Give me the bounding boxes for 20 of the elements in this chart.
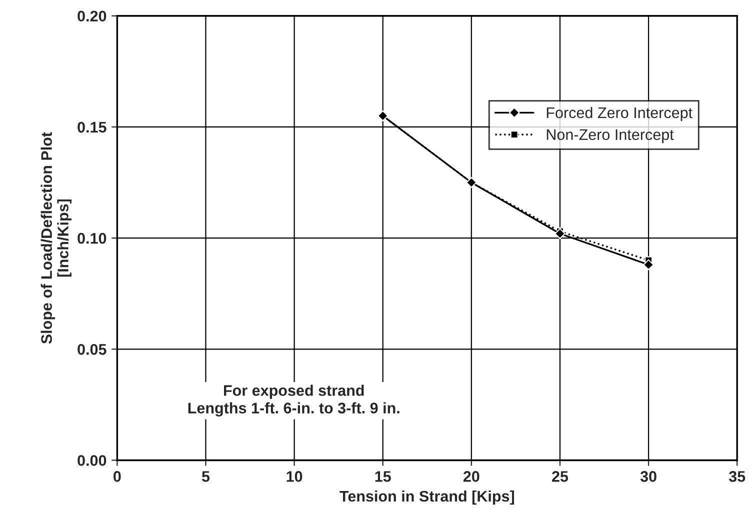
x-tick-label: 35	[728, 471, 746, 482]
legend-label: Forced Zero Intercept	[546, 106, 692, 122]
y-axis-title: Slope of Load/Deflection Plot [Inch/Kips]	[40, 132, 72, 344]
x-tick-label: 10	[286, 471, 302, 482]
annotation: For exposed strand Lengths 1-ft. 6-in. to 3-ft. 9 in.	[188, 384, 400, 417]
x-axis-title: Tension in Strand [Kips]	[340, 490, 514, 505]
x-tick-label: 20	[463, 471, 480, 482]
x-tick-label: 0	[114, 471, 121, 482]
x-tick-label: 15	[375, 471, 391, 482]
y-tick-label: 0.10	[78, 232, 106, 244]
x-tick-label: 25	[552, 471, 568, 482]
x-tick-label: 5	[202, 471, 210, 482]
x-tick-label: 30	[640, 471, 656, 482]
y-tick-label: 0.05	[78, 344, 106, 355]
point	[554, 228, 566, 240]
y-tick-label: 0.20	[78, 10, 106, 22]
point	[643, 259, 654, 270]
y-tick-label: 0.00	[78, 455, 106, 466]
y-tick-label: 0.15	[78, 122, 106, 133]
legend-label: Non-Zero Intercept	[546, 129, 674, 144]
